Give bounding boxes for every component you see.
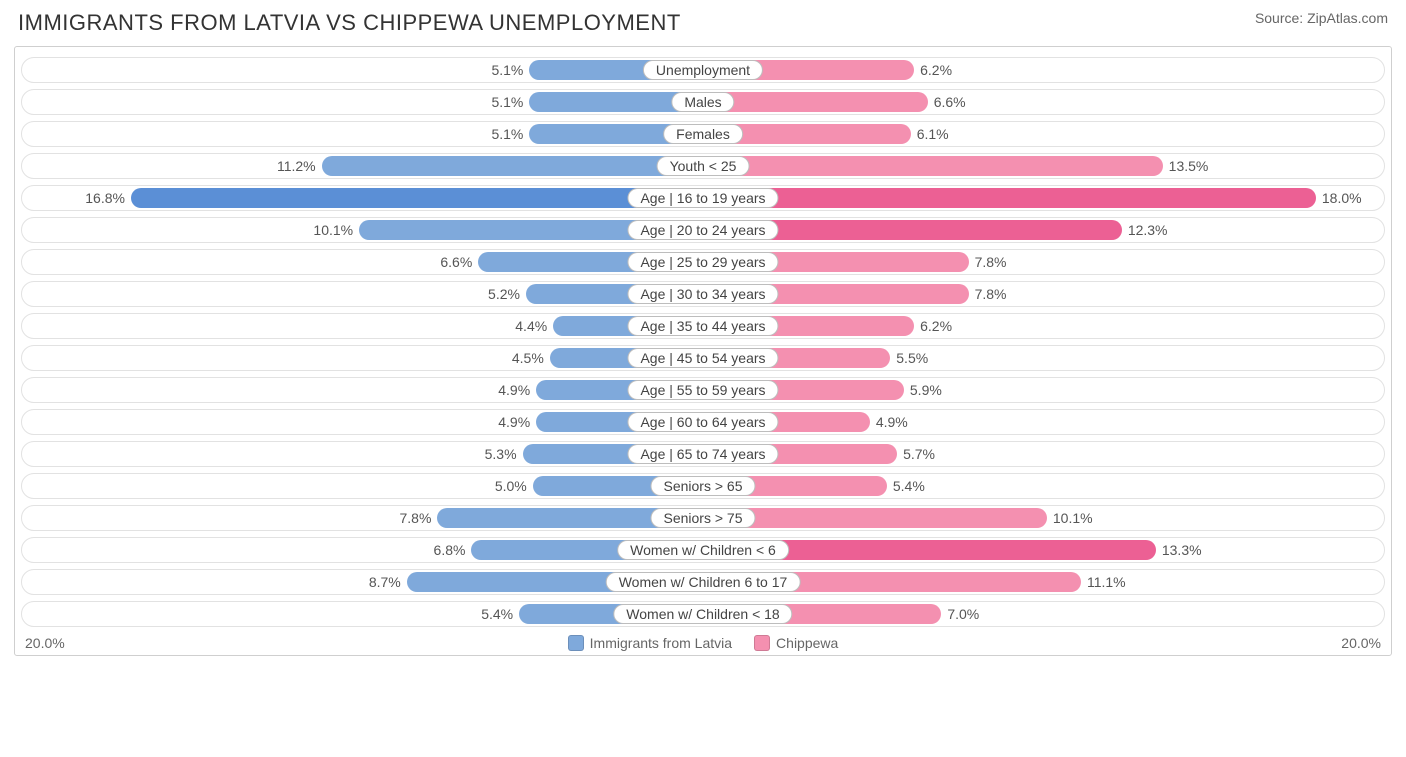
category-pill: Females [663,124,743,144]
value-right: 18.0% [1322,190,1362,206]
value-left: 16.8% [85,190,125,206]
chart-row: 4.9% 5.9% Age | 55 to 59 years [21,375,1385,405]
category-pill: Unemployment [643,60,763,80]
legend-swatch-left [568,635,584,651]
value-right: 6.2% [920,318,952,334]
chart-row: 4.5% 5.5% Age | 45 to 54 years [21,343,1385,373]
legend-item-right: Chippewa [754,635,838,651]
chart-rows: 5.1% 6.2% Unemployment 5.1% 6.6% Males 5.1% 6.1… [15,53,1391,631]
value-right: 7.8% [975,254,1007,270]
chart-row: 11.2% 13.5% Youth < 25 [21,151,1385,181]
value-right: 7.0% [947,606,979,622]
value-left: 7.8% [400,510,432,526]
value-right: 5.4% [893,478,925,494]
value-right: 5.9% [910,382,942,398]
value-left: 4.5% [512,350,544,366]
chart-title: IMMIGRANTS FROM LATVIA VS CHIPPEWA UNEMP… [18,10,681,36]
category-pill: Age | 16 to 19 years [627,188,778,208]
header: IMMIGRANTS FROM LATVIA VS CHIPPEWA UNEMP… [0,0,1406,42]
legend-label-right: Chippewa [776,635,838,651]
category-pill: Seniors > 75 [651,508,756,528]
category-pill: Women w/ Children < 18 [613,604,792,624]
value-left: 5.4% [481,606,513,622]
value-right: 10.1% [1053,510,1093,526]
category-pill: Males [671,92,734,112]
value-left: 4.4% [515,318,547,334]
chart-row: 8.7% 11.1% Women w/ Children 6 to 17 [21,567,1385,597]
source-attribution: Source: ZipAtlas.com [1255,10,1388,26]
chart-row: 5.3% 5.7% Age | 65 to 74 years [21,439,1385,469]
chart-row: 10.1% 12.3% Age | 20 to 24 years [21,215,1385,245]
value-left: 11.2% [277,158,316,174]
value-left: 6.8% [434,542,466,558]
chart-row: 6.6% 7.8% Age | 25 to 29 years [21,247,1385,277]
value-right: 4.9% [876,414,908,430]
chart-row: 7.8% 10.1% Seniors > 75 [21,503,1385,533]
axis-max-right: 20.0% [1341,635,1381,651]
value-left: 4.9% [498,382,530,398]
value-right: 5.7% [903,446,935,462]
value-left: 5.1% [491,62,523,78]
value-right: 12.3% [1128,222,1168,238]
category-pill: Age | 35 to 44 years [627,316,778,336]
legend-swatch-right [754,635,770,651]
value-right: 6.6% [934,94,966,110]
chart-row: 4.4% 6.2% Age | 35 to 44 years [21,311,1385,341]
chart-row: 16.8% 18.0% Age | 16 to 19 years [21,183,1385,213]
chart-row: 5.2% 7.8% Age | 30 to 34 years [21,279,1385,309]
chart-row: 5.4% 7.0% Women w/ Children < 18 [21,599,1385,629]
bar-right [703,188,1316,208]
chart-row: 6.8% 13.3% Women w/ Children < 6 [21,535,1385,565]
axis-max-left: 20.0% [25,635,65,651]
value-right: 13.3% [1162,542,1202,558]
category-pill: Youth < 25 [657,156,750,176]
category-pill: Women w/ Children 6 to 17 [606,572,801,592]
bar-left [131,188,703,208]
value-right: 5.5% [896,350,928,366]
value-left: 6.6% [440,254,472,270]
value-right: 7.8% [975,286,1007,302]
chart-row: 5.1% 6.2% Unemployment [21,55,1385,85]
chart-row: 5.0% 5.4% Seniors > 65 [21,471,1385,501]
category-pill: Age | 45 to 54 years [627,348,778,368]
chart-row: 5.1% 6.1% Females [21,119,1385,149]
value-left: 5.3% [485,446,517,462]
bar-right [703,92,928,112]
category-pill: Age | 65 to 74 years [627,444,778,464]
chart-container: IMMIGRANTS FROM LATVIA VS CHIPPEWA UNEMP… [0,0,1406,757]
chart-frame: 5.1% 6.2% Unemployment 5.1% 6.6% Males 5.1% 6.1… [14,46,1392,656]
value-left: 5.2% [488,286,520,302]
axis-row: 20.0% Immigrants from Latvia Chippewa 20… [15,631,1391,653]
value-left: 5.1% [491,94,523,110]
category-pill: Age | 30 to 34 years [627,284,778,304]
chart-row: 4.9% 4.9% Age | 60 to 64 years [21,407,1385,437]
value-right: 6.1% [917,126,949,142]
value-left: 4.9% [498,414,530,430]
value-right: 13.5% [1169,158,1209,174]
value-right: 11.1% [1087,574,1126,590]
legend-item-left: Immigrants from Latvia [568,635,732,651]
value-right: 6.2% [920,62,952,78]
category-pill: Age | 20 to 24 years [627,220,778,240]
bar-right [703,156,1163,176]
value-left: 10.1% [313,222,353,238]
value-left: 5.0% [495,478,527,494]
value-left: 8.7% [369,574,401,590]
category-pill: Age | 60 to 64 years [627,412,778,432]
bar-left [322,156,703,176]
legend-label-left: Immigrants from Latvia [590,635,732,651]
category-pill: Age | 55 to 59 years [627,380,778,400]
chart-row: 5.1% 6.6% Males [21,87,1385,117]
category-pill: Women w/ Children < 6 [617,540,789,560]
category-pill: Seniors > 65 [651,476,756,496]
value-left: 5.1% [491,126,523,142]
category-pill: Age | 25 to 29 years [627,252,778,272]
legend: Immigrants from Latvia Chippewa [568,635,839,651]
